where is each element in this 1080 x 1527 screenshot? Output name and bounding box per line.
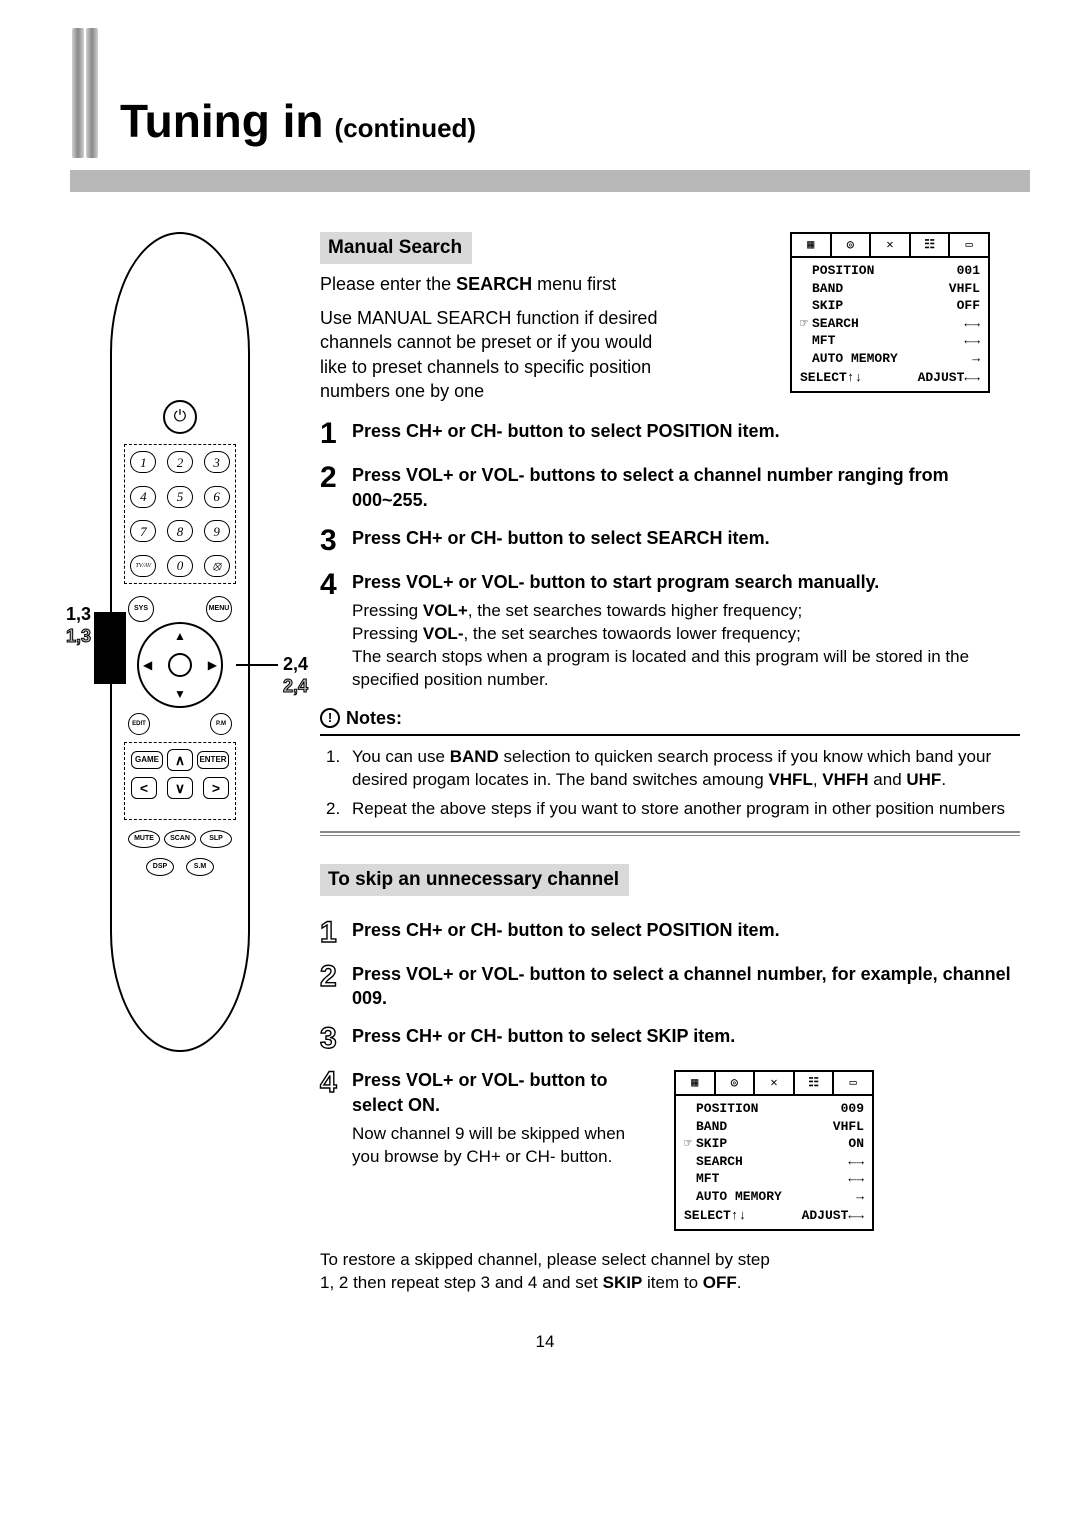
key-4: 4 — [130, 486, 156, 508]
osd1-icon: ☷ — [911, 234, 951, 256]
section-divider — [320, 831, 1020, 836]
callout-1-3-shadow: 1,3 — [66, 624, 91, 648]
sm-button: S.M — [186, 858, 214, 876]
arrow-left-icon: < — [131, 777, 157, 799]
key-8: 8 — [167, 520, 193, 542]
key-9: 9 — [204, 520, 230, 542]
note-1: You can use BAND selection to quicken se… — [338, 746, 1020, 792]
manual-search-lead: Please enter the SEARCH menu first — [320, 272, 764, 296]
callout-2-4: 2,4 2,4 — [283, 652, 308, 701]
dsp-button: DSP — [146, 858, 174, 876]
arrow-right-icon: > — [203, 777, 229, 799]
restore-note: To restore a skipped channel, please sel… — [320, 1249, 1020, 1295]
mute-scan-slp-row: MUTE SCAN SLP — [128, 830, 232, 848]
callout-line-right — [236, 664, 278, 666]
key-3: 3 — [204, 451, 230, 473]
key-7: 7 — [130, 520, 156, 542]
dpad: ▲ ▼ ◀ ▶ — [137, 622, 223, 708]
manual-search-heading: Manual Search — [320, 232, 472, 264]
dpad-left-icon: ◀ — [143, 657, 152, 673]
key-5: 5 — [167, 486, 193, 508]
edit-button: EDIT — [128, 713, 150, 735]
key-mute-icon: ⦻ — [204, 555, 230, 577]
enter-button: ENTER — [197, 751, 229, 769]
osd1-iconbar: ▦ ◎ ✕ ☷ ▭ — [792, 234, 988, 258]
osd1-icon: ◎ — [832, 234, 872, 256]
callout-1-3: 1,3 1,3 — [66, 602, 91, 651]
remote-column: ⏻ 1 2 3 4 5 6 7 8 9 TV/AV 0 ⦻ SYS — [70, 232, 290, 1295]
osd-box-2: ▦ ◎ ✕ ☷ ▭ POSITION009 BANDVHFL ☞SKIPON S… — [674, 1070, 874, 1231]
notes-heading: ! Notes: — [320, 706, 1020, 730]
binding-graphic — [72, 28, 98, 158]
osd2-iconbar: ▦ ◎ ✕ ☷ ▭ — [676, 1072, 872, 1096]
scan-button: SCAN — [164, 830, 196, 848]
notes-rule — [320, 734, 1020, 736]
callout-2-4-shadow: 2,4 — [283, 674, 308, 698]
number-pad: 1 2 3 4 5 6 7 8 9 TV/AV 0 ⦻ — [124, 444, 236, 584]
callout-line-left — [94, 612, 126, 684]
step4-sub: Pressing VOL+, the set searches towards … — [352, 600, 1020, 692]
key-2: 2 — [167, 451, 193, 473]
notes-icon: ! — [320, 708, 340, 728]
text-column: Manual Search Please enter the SEARCH me… — [320, 232, 1020, 1295]
page-title: Tuning in (continued) — [120, 90, 1020, 152]
sys-menu-row: SYS MENU — [124, 592, 236, 626]
slp-button: SLP — [200, 830, 232, 848]
manual-page: Tuning in (continued) ⏻ 1 2 3 4 5 6 7 8 … — [0, 0, 1080, 1394]
callout-2-4-text: 2,4 — [283, 654, 308, 674]
key-0: 0 — [167, 555, 193, 577]
power-icon: ⏻ — [163, 400, 197, 434]
manual-search-steps: 1Press CH+ or CH- button to select POSIT… — [320, 419, 1020, 692]
manual-search-para: Use MANUAL SEARCH function if desired ch… — [320, 306, 680, 403]
skip-steps: 1Press CH+ or CH- button to select POSIT… — [320, 918, 1020, 1231]
dpad-right-icon: ▶ — [208, 657, 217, 673]
key-1: 1 — [130, 451, 156, 473]
arrow-up-icon: ∧ — [167, 749, 193, 771]
remote-control: ⏻ 1 2 3 4 5 6 7 8 9 TV/AV 0 ⦻ SYS — [110, 232, 250, 1052]
game-button: GAME — [131, 751, 163, 769]
key-6: 6 — [204, 486, 230, 508]
osd1-icon: ✕ — [871, 234, 911, 256]
arrow-down-icon: ∨ — [167, 777, 193, 799]
mute-button: MUTE — [128, 830, 160, 848]
menu-button: MENU — [206, 596, 232, 622]
dpad-up-icon: ▲ — [174, 628, 186, 644]
note-2: Repeat the above steps if you want to st… — [338, 798, 1020, 821]
game-block: GAME ∧ ENTER < ∨ > — [124, 742, 236, 820]
dpad-down-icon: ▼ — [174, 686, 186, 702]
title-main: Tuning in — [120, 95, 324, 147]
dpad-center — [168, 653, 192, 677]
osd-box-1: ▦ ◎ ✕ ☷ ▭ POSITION001 BANDVHFL SKIPOFF ☞… — [790, 232, 990, 393]
notes-list: You can use BAND selection to quicken se… — [320, 746, 1020, 821]
sys-button: SYS — [128, 596, 154, 622]
edit-pm-row: EDIT P.M — [124, 712, 236, 736]
key-tvav: TV/AV — [130, 555, 156, 577]
callout-1-3-text: 1,3 — [66, 604, 91, 624]
title-rule — [70, 170, 1030, 192]
title-sub: (continued) — [335, 113, 477, 143]
dsp-sm-row: DSP S.M — [146, 858, 214, 876]
osd1-icon: ▦ — [792, 234, 832, 256]
pm-button: P.M — [210, 713, 232, 735]
page-number: 14 — [70, 1331, 1020, 1354]
osd1-rows: POSITION001 BANDVHFL SKIPOFF ☞SEARCH←→ M… — [792, 258, 988, 369]
osd1-icon: ▭ — [950, 234, 988, 256]
skip-heading: To skip an unnecessary channel — [320, 864, 629, 896]
